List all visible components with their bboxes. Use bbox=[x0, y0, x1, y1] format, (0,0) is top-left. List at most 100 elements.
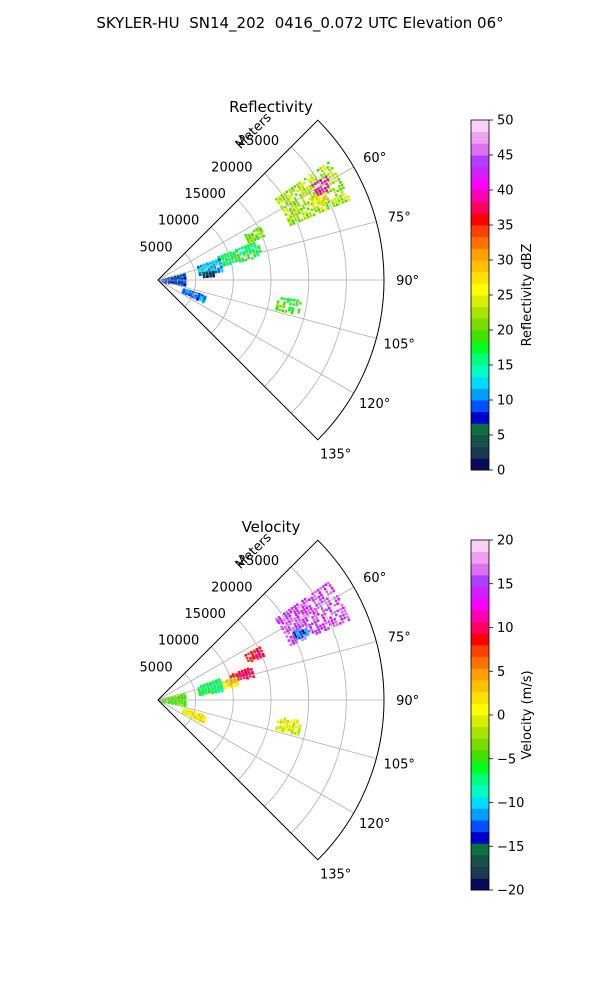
echo-gate bbox=[198, 693, 202, 696]
echo-gate bbox=[202, 692, 205, 696]
echo-gate bbox=[217, 270, 221, 273]
echo-gate bbox=[301, 198, 305, 201]
echo-gate bbox=[314, 629, 318, 633]
echo-gate bbox=[239, 252, 243, 256]
echo-gate bbox=[282, 209, 286, 212]
echo-gate bbox=[286, 300, 290, 303]
echo-gate bbox=[333, 204, 336, 208]
echo-gate bbox=[288, 724, 292, 728]
echo-gate bbox=[293, 185, 296, 188]
echo-gate bbox=[249, 236, 252, 240]
echo-gate bbox=[202, 299, 206, 302]
echo-gate bbox=[336, 623, 339, 626]
echo-gate bbox=[320, 203, 323, 206]
echo-gate bbox=[250, 651, 253, 654]
echo-gate bbox=[290, 217, 294, 221]
azimuth-tick-label: 75° bbox=[388, 630, 411, 645]
echo-gate bbox=[322, 192, 325, 196]
echo-gate bbox=[313, 174, 316, 178]
echo-gate bbox=[280, 619, 283, 623]
echo-gate bbox=[211, 691, 214, 694]
echo-gate bbox=[315, 191, 319, 195]
echo-gate bbox=[323, 186, 327, 190]
echo-gate bbox=[326, 178, 329, 181]
azimuth-tick-label: 90° bbox=[396, 274, 419, 289]
echo-gate bbox=[337, 598, 341, 601]
echo-gate bbox=[329, 182, 332, 186]
echo-gate bbox=[298, 181, 302, 185]
echo-gate bbox=[311, 198, 314, 202]
echo-gate bbox=[340, 183, 344, 187]
echo-gate bbox=[296, 733, 300, 736]
figure-title: SKYLER-HU SN14_202 0416_0.072 UTC Elevat… bbox=[96, 14, 504, 32]
azimuth-tick-label: 105° bbox=[384, 758, 415, 773]
echo-gate bbox=[214, 690, 218, 694]
echo-gate bbox=[330, 619, 334, 622]
echo-gate bbox=[280, 205, 283, 208]
echo-gate bbox=[250, 244, 253, 247]
echo-gate bbox=[317, 187, 320, 191]
echo-gate bbox=[315, 617, 318, 620]
echo-gate bbox=[330, 167, 334, 170]
colorbar-segment bbox=[471, 866, 489, 879]
echo-gate bbox=[230, 685, 233, 688]
echo-gate bbox=[183, 276, 187, 280]
echo-gate bbox=[289, 298, 293, 302]
echo-gate bbox=[289, 223, 293, 226]
echo-gate bbox=[282, 303, 286, 307]
echo-gate bbox=[329, 602, 332, 606]
echo-gate bbox=[298, 724, 302, 727]
colorbar-segment bbox=[471, 446, 489, 459]
echo-gate bbox=[258, 250, 262, 253]
echo-gate bbox=[289, 202, 293, 206]
echo-gate bbox=[220, 689, 224, 693]
echo-gate bbox=[180, 283, 184, 287]
echo-gate bbox=[256, 649, 259, 653]
echo-gate bbox=[193, 296, 196, 300]
echo-gate bbox=[311, 184, 314, 187]
echo-gate bbox=[283, 721, 286, 725]
echo-gate bbox=[330, 612, 334, 615]
echo-gate bbox=[246, 677, 249, 680]
echo-gate bbox=[297, 728, 301, 732]
echo-gate bbox=[297, 611, 301, 615]
echo-gate bbox=[310, 176, 314, 180]
echo-gate bbox=[223, 686, 227, 690]
echo-gate bbox=[331, 174, 335, 177]
echo-gate bbox=[321, 188, 324, 191]
echo-gate bbox=[218, 259, 221, 262]
echo-gate bbox=[255, 235, 259, 239]
echo-gate bbox=[283, 719, 286, 723]
echo-gate bbox=[339, 180, 342, 184]
echo-gate bbox=[293, 216, 296, 220]
echo-gate bbox=[181, 711, 185, 714]
echo-gate bbox=[199, 719, 202, 722]
echo-gate bbox=[296, 183, 299, 186]
echo-region-9 bbox=[181, 708, 207, 724]
echo-gate bbox=[283, 618, 286, 621]
range-tick-label: 25000 bbox=[238, 554, 279, 569]
echo-gate bbox=[185, 290, 189, 293]
echo-gate bbox=[320, 173, 323, 177]
echo-gate bbox=[319, 167, 322, 170]
echo-gate bbox=[255, 249, 258, 252]
echo-gate bbox=[315, 632, 319, 635]
echo-gate bbox=[324, 201, 328, 205]
echo-gate bbox=[319, 587, 322, 590]
echo-gate bbox=[321, 209, 324, 213]
echo-gate bbox=[249, 251, 252, 254]
colorbar-segment bbox=[471, 808, 489, 821]
colorbar-segment bbox=[471, 575, 489, 588]
echo-gate bbox=[289, 610, 293, 614]
echo-gate bbox=[212, 274, 215, 278]
echo-gate bbox=[325, 608, 328, 612]
echo-gate bbox=[312, 204, 315, 208]
echo-gate bbox=[287, 639, 291, 642]
echo-gate bbox=[320, 627, 323, 630]
echo-gate bbox=[287, 198, 290, 201]
echo-gate bbox=[258, 226, 261, 230]
echo-gate bbox=[301, 629, 305, 633]
echo-gate bbox=[251, 672, 255, 676]
echo-gate bbox=[296, 299, 299, 302]
echo-gate bbox=[347, 198, 351, 201]
